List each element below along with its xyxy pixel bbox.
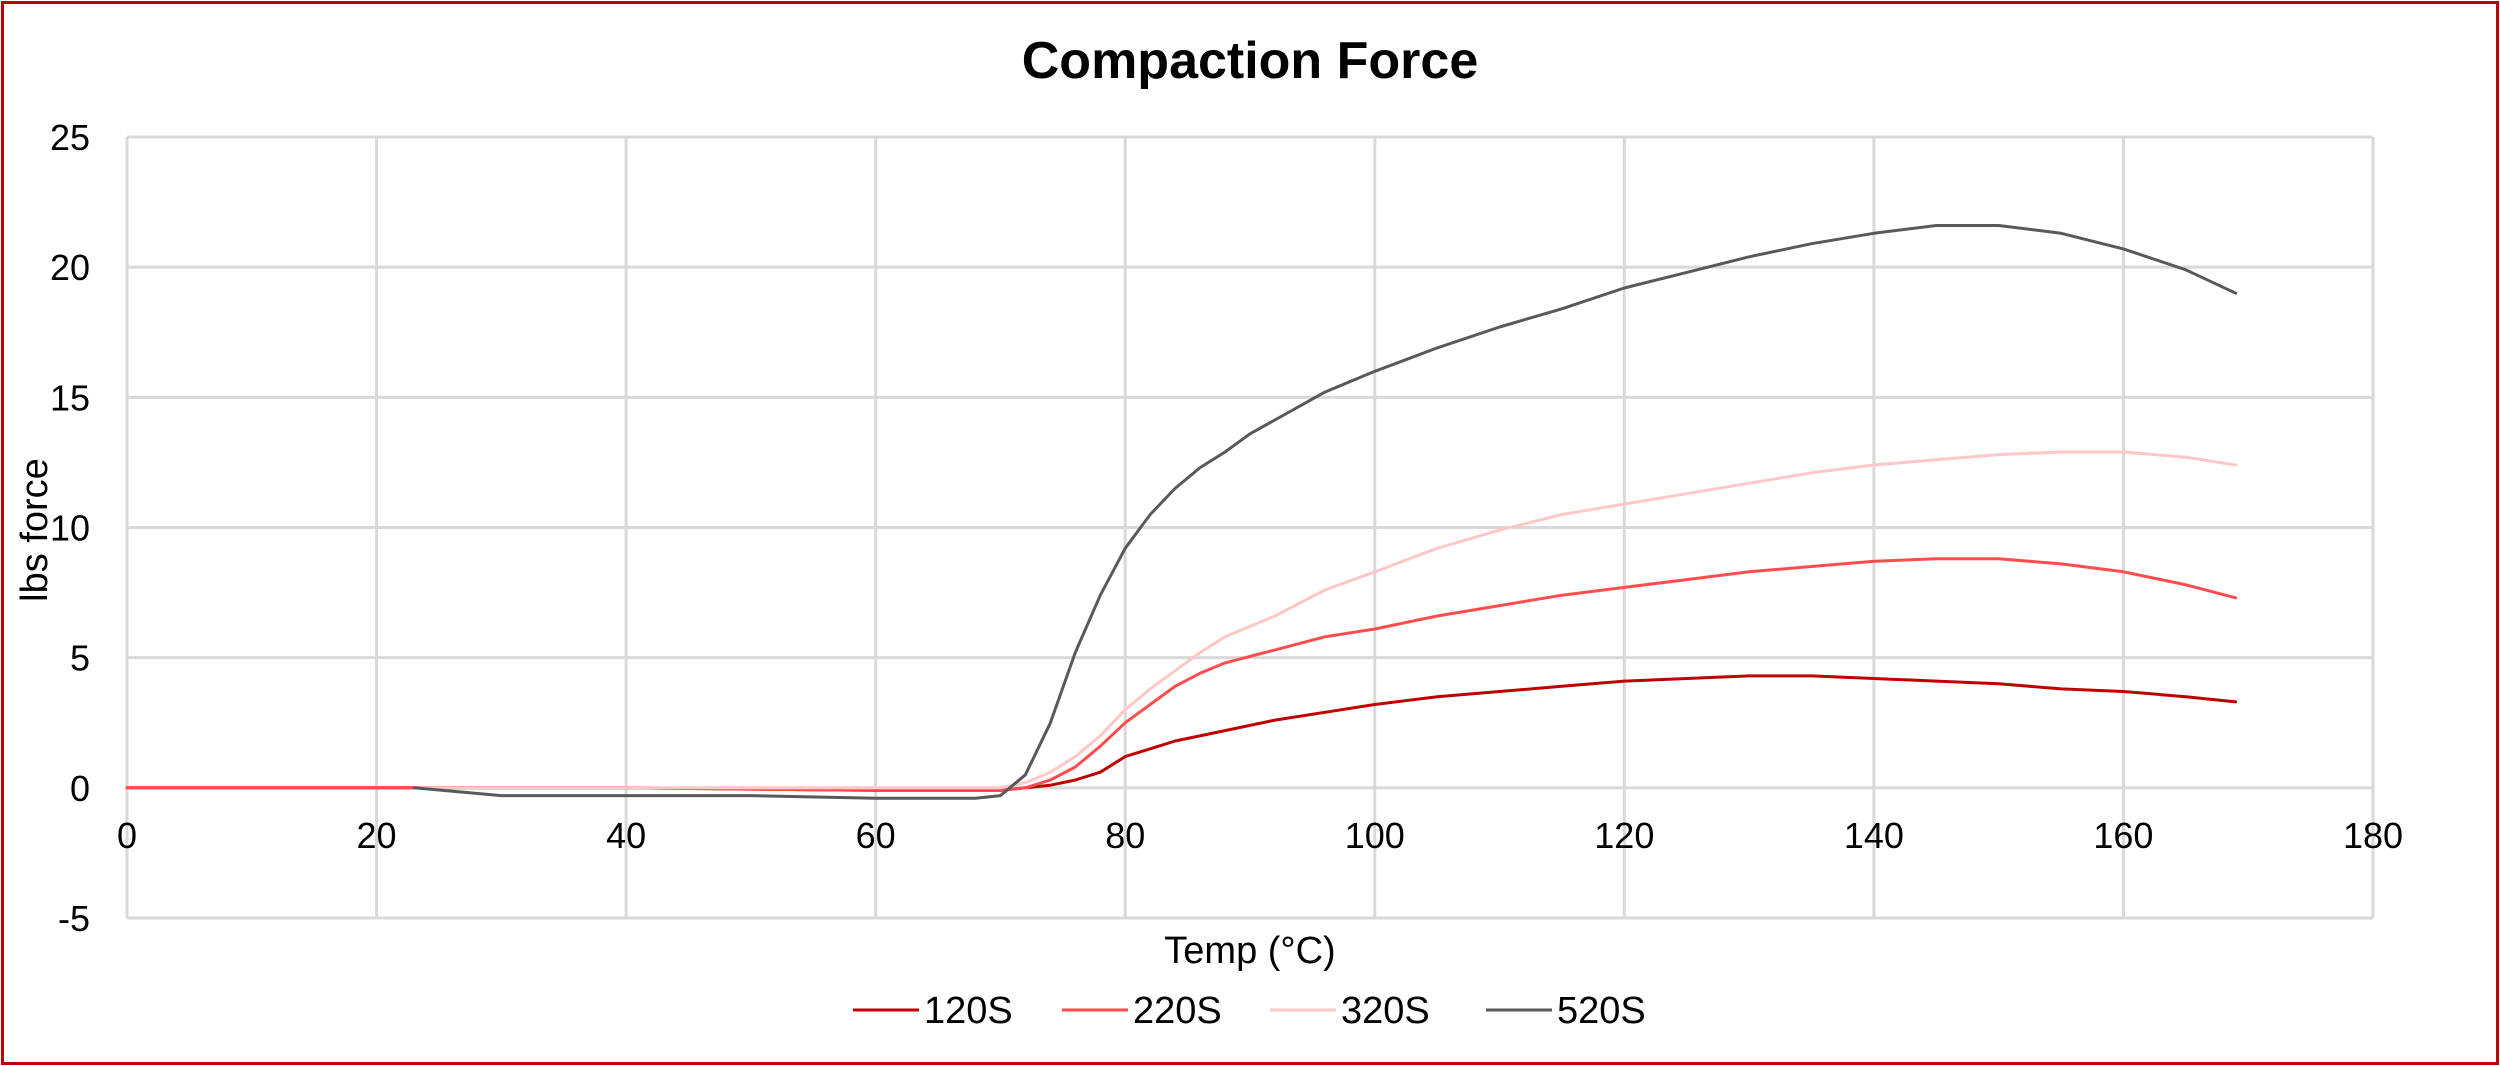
- x-tick-label: 100: [1345, 815, 1405, 856]
- x-tick-label: 40: [606, 815, 646, 856]
- x-tick-label: 140: [1844, 815, 1904, 856]
- series-line-320s: [412, 450, 2238, 790]
- legend-label: 320S: [1341, 990, 1430, 1032]
- x-tick-label: 0: [117, 815, 137, 856]
- series-lines: [125, 224, 2238, 800]
- y-axis-label: lbs force: [14, 458, 56, 602]
- chart-title: Compaction Force: [1022, 32, 1479, 90]
- gridlines: [125, 135, 2375, 920]
- series-line-520s: [412, 224, 2238, 800]
- legend-label: 120S: [924, 990, 1013, 1032]
- x-tick-label: 20: [357, 815, 397, 856]
- x-tick-label: 60: [856, 815, 896, 856]
- y-tick-label: 15: [50, 377, 90, 418]
- series-line-220s: [125, 557, 2238, 792]
- legend-label: 520S: [1557, 990, 1646, 1032]
- x-tick-label: 80: [1105, 815, 1145, 856]
- x-axis-ticks: 0 20 40 60 80 100 120 140 160 180: [117, 815, 2403, 856]
- legend-item-120s: 120S: [853, 990, 1013, 1032]
- legend-item-220s: 220S: [1062, 990, 1222, 1032]
- y-tick-label: 5: [70, 638, 90, 679]
- y-axis-ticks: -5 0 5 10 15 20 25: [50, 117, 90, 939]
- x-axis-label: Temp (°C): [1164, 930, 1335, 972]
- x-tick-label: 120: [1594, 815, 1654, 856]
- y-tick-label: 20: [50, 247, 90, 288]
- series-line-120s: [125, 674, 2238, 792]
- legend-label: 220S: [1133, 990, 1222, 1032]
- y-tick-label: -5: [58, 898, 90, 939]
- legend-item-520s: 520S: [1486, 990, 1646, 1032]
- legend-item-320s: 320S: [1270, 990, 1430, 1032]
- legend: 120S 220S 320S 520S: [853, 990, 1646, 1032]
- x-tick-label: 160: [2093, 815, 2153, 856]
- y-tick-label: 25: [50, 117, 90, 158]
- y-tick-label: 0: [70, 768, 90, 809]
- y-tick-label: 10: [50, 508, 90, 549]
- x-tick-label: 180: [2343, 815, 2403, 856]
